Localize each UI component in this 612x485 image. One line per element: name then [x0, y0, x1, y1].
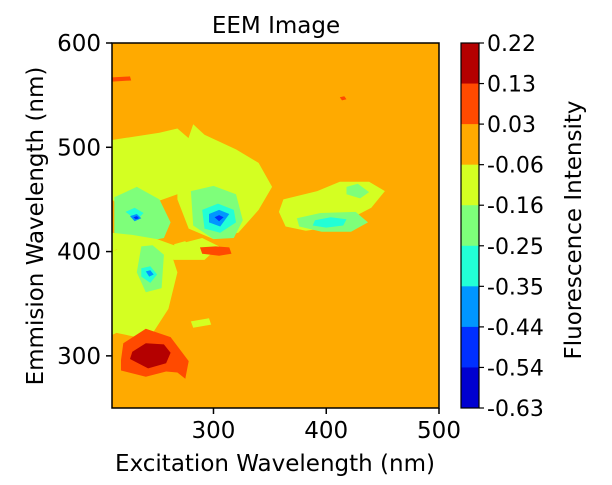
- contour-region-small-yellow-2: [174, 241, 188, 249]
- contour-region-upper-band: [112, 232, 220, 260]
- y-tick-label: 400: [57, 240, 101, 266]
- colorbar-segment: [461, 124, 479, 166]
- contour-region-small-red-1: [112, 76, 132, 82]
- contour-region-peak-a-center: [133, 216, 140, 220]
- colorbar-tick-label: 0.03: [487, 113, 536, 138]
- x-axis-label: Excitation Wavelength (nm): [115, 451, 435, 477]
- y-axis-label: Emmision Wavelength (nm): [23, 67, 49, 386]
- colorbar-label: Fluorescence Intensity: [561, 101, 587, 360]
- colorbar-tick-label: -0.16: [487, 194, 544, 219]
- colorbar-tick-label: -0.25: [487, 235, 544, 260]
- colorbar-segment: [461, 326, 479, 368]
- contour-region-ex400-mid2: [346, 183, 370, 199]
- colorbar: 0.22 0.13 0.03 -0.06 -0.16 -0.25 -0.35 -0.44 -0.…: [460, 32, 544, 422]
- colorbar-segment: [461, 83, 479, 125]
- x-tick-label: 500: [417, 418, 461, 444]
- colorbar-tick-label: -0.44: [487, 316, 544, 341]
- colorbar-tick-label: -0.06: [487, 154, 544, 179]
- x-tick-label: 400: [304, 418, 348, 444]
- colorbar-tick-label: 0.22: [487, 32, 536, 57]
- plot-area: [112, 43, 439, 408]
- colorbar-frame: [460, 42, 480, 409]
- y-tick-label: 300: [57, 344, 101, 370]
- x-axis-ticks: 300 400 500: [192, 408, 461, 444]
- plot-frame: [111, 42, 440, 409]
- y-tick-label: 600: [57, 31, 101, 57]
- y-axis-ticks: 300 400 500 600: [57, 31, 112, 370]
- contour-region-peak-b-center: [214, 215, 224, 222]
- colorbar-tick-label: -0.35: [487, 275, 544, 300]
- colorbar-tick-label: 0.13: [487, 73, 536, 98]
- colorbar-segment: [461, 367, 479, 409]
- chart-title: EEM Image: [212, 13, 340, 39]
- y-tick-label: 500: [57, 135, 101, 161]
- colorbar-segment: [461, 286, 479, 328]
- x-tick-label: 300: [192, 418, 236, 444]
- colorbar-segment: [461, 245, 479, 287]
- contour-region-peak-a-outer: [112, 128, 197, 202]
- colorbar-segment: [461, 164, 479, 206]
- contour-region-ex400-core: [312, 217, 347, 228]
- colorbar-segment: [461, 43, 479, 85]
- contour-region-small-yellow-1: [190, 318, 212, 328]
- contour-region-red-blob-inner: [130, 343, 171, 369]
- contour-region-small-red-3: [339, 96, 347, 101]
- colorbar-tick-label: -0.54: [487, 356, 544, 381]
- contour-region-small-red-4: [214, 249, 220, 254]
- colorbar-segment: [461, 205, 479, 247]
- colorbar-tick-label: -0.63: [487, 397, 544, 422]
- contour-region-peak-a-mid: [114, 186, 171, 244]
- contour-region-mid-column-core: [145, 270, 154, 277]
